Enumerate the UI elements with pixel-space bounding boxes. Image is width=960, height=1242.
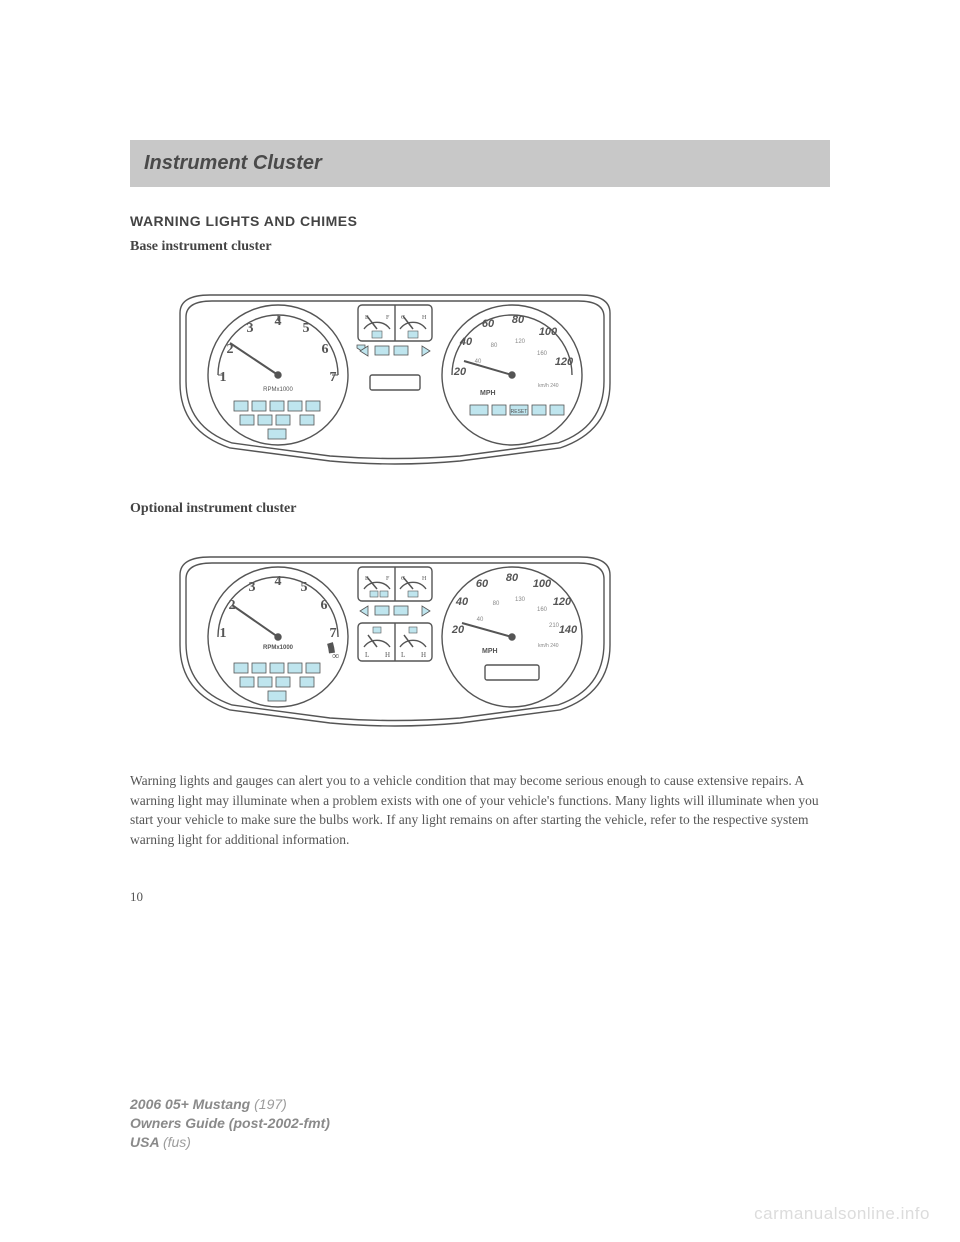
svg-text:100: 100 xyxy=(533,578,552,590)
svg-text:5: 5 xyxy=(303,321,310,336)
svg-text:C: C xyxy=(401,315,405,321)
svg-text:F: F xyxy=(386,315,390,321)
svg-text:L: L xyxy=(401,651,405,659)
svg-text:7: 7 xyxy=(330,626,337,641)
svg-text:6: 6 xyxy=(321,598,328,613)
svg-text:60: 60 xyxy=(476,578,489,590)
svg-text:40: 40 xyxy=(477,617,484,623)
optional-cluster-diagram: 1 2 3 4 5 6 7 ∞ RPMx1000 xyxy=(160,545,630,730)
svg-text:100: 100 xyxy=(539,326,558,338)
subsection-base: Base instrument cluster xyxy=(130,239,830,255)
svg-text:160: 160 xyxy=(537,351,548,357)
watermark: carmanualsonline.info xyxy=(754,1204,930,1224)
svg-text:RPMx1000: RPMx1000 xyxy=(263,387,293,393)
svg-text:H: H xyxy=(422,576,427,582)
svg-text:60: 60 xyxy=(482,318,495,330)
svg-text:C: C xyxy=(401,576,405,582)
svg-text:6: 6 xyxy=(322,342,329,357)
body-paragraph: Warning lights and gauges can alert you … xyxy=(130,771,830,849)
svg-text:MPH: MPH xyxy=(482,648,498,655)
svg-text:140: 140 xyxy=(559,624,578,636)
section-title: WARNING LIGHTS AND CHIMES xyxy=(130,213,830,229)
svg-text:160: 160 xyxy=(537,607,548,613)
footer-code: (197) xyxy=(254,1096,287,1112)
svg-text:40: 40 xyxy=(459,336,473,348)
svg-text:120: 120 xyxy=(515,339,526,345)
base-cluster-diagram: 1 2 3 4 5 6 7 RPMx1000 xyxy=(160,283,630,468)
chapter-title: Instrument Cluster xyxy=(144,152,322,174)
svg-text:1: 1 xyxy=(220,626,227,641)
svg-text:130: 130 xyxy=(515,597,526,603)
svg-text:20: 20 xyxy=(451,624,465,636)
svg-text:MPH: MPH xyxy=(480,390,496,397)
footer: 2006 05+ Mustang (197) Owners Guide (pos… xyxy=(130,1095,330,1152)
svg-text:RESET: RESET xyxy=(511,409,528,415)
svg-text:4: 4 xyxy=(275,574,282,589)
svg-text:80: 80 xyxy=(506,572,519,584)
svg-text:km/h 240: km/h 240 xyxy=(538,643,559,649)
svg-text:210: 210 xyxy=(549,623,560,629)
svg-text:120: 120 xyxy=(555,356,574,368)
svg-text:E: E xyxy=(365,315,369,321)
page-number: 10 xyxy=(130,889,830,905)
svg-text:20: 20 xyxy=(453,366,467,378)
svg-text:∞: ∞ xyxy=(332,651,339,662)
svg-text:L: L xyxy=(365,651,369,659)
svg-text:H: H xyxy=(422,315,427,321)
footer-region: USA xyxy=(130,1134,163,1150)
svg-text:5: 5 xyxy=(301,580,308,595)
footer-region-code: (fus) xyxy=(163,1134,191,1150)
svg-text:1: 1 xyxy=(220,370,227,385)
svg-text:E: E xyxy=(365,576,369,582)
svg-text:40: 40 xyxy=(455,596,469,608)
svg-text:3: 3 xyxy=(249,580,256,595)
svg-text:km/h 240: km/h 240 xyxy=(538,383,559,389)
footer-model: 2006 05+ Mustang xyxy=(130,1096,254,1112)
svg-text:3: 3 xyxy=(247,321,254,336)
svg-text:RPMx1000: RPMx1000 xyxy=(263,645,294,651)
svg-text:80: 80 xyxy=(493,601,500,607)
svg-text:H: H xyxy=(421,651,426,659)
svg-text:H: H xyxy=(385,651,390,659)
svg-text:7: 7 xyxy=(330,370,337,385)
svg-text:80: 80 xyxy=(512,314,525,326)
subsection-optional: Optional instrument cluster xyxy=(130,501,830,517)
svg-text:F: F xyxy=(386,576,390,582)
chapter-header: Instrument Cluster xyxy=(130,140,830,187)
svg-text:80: 80 xyxy=(491,343,498,349)
footer-guide: Owners Guide (post-2002-fmt) xyxy=(130,1114,330,1133)
svg-text:120: 120 xyxy=(553,596,572,608)
